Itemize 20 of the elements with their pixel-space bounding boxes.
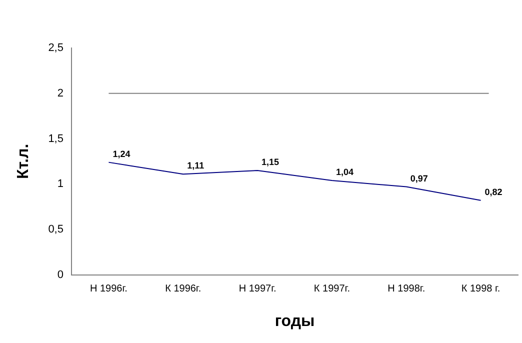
- x-tick-label: Н 1998г.: [388, 284, 426, 295]
- y-axis-title: Кт.л.: [15, 144, 32, 180]
- x-axis-title: годы: [274, 312, 315, 330]
- x-tick-label: Н 1997г.: [238, 284, 276, 295]
- x-tick-label: К 1998 г.: [461, 284, 500, 295]
- data-label: 1,15: [262, 156, 280, 167]
- x-tick-label: Н 1996г.: [90, 284, 128, 295]
- data-label: 1,24: [112, 148, 130, 159]
- x-tick-label: К 1997г.: [314, 284, 350, 295]
- data-label: 0,82: [484, 186, 502, 197]
- y-tick-label: 1,5: [48, 132, 64, 145]
- x-tick-label: К 1996г.: [165, 284, 202, 295]
- y-tick-label: 0,5: [48, 223, 64, 236]
- y-tick-label: 1: [57, 178, 64, 190]
- y-tick-label: 2,5: [48, 42, 64, 54]
- y-tick-label: 2: [57, 87, 64, 100]
- data-label: 0,97: [410, 173, 428, 184]
- data-label: 1,11: [187, 160, 204, 171]
- data-label: 1,04: [336, 166, 354, 177]
- y-tick-label: 0: [57, 268, 64, 281]
